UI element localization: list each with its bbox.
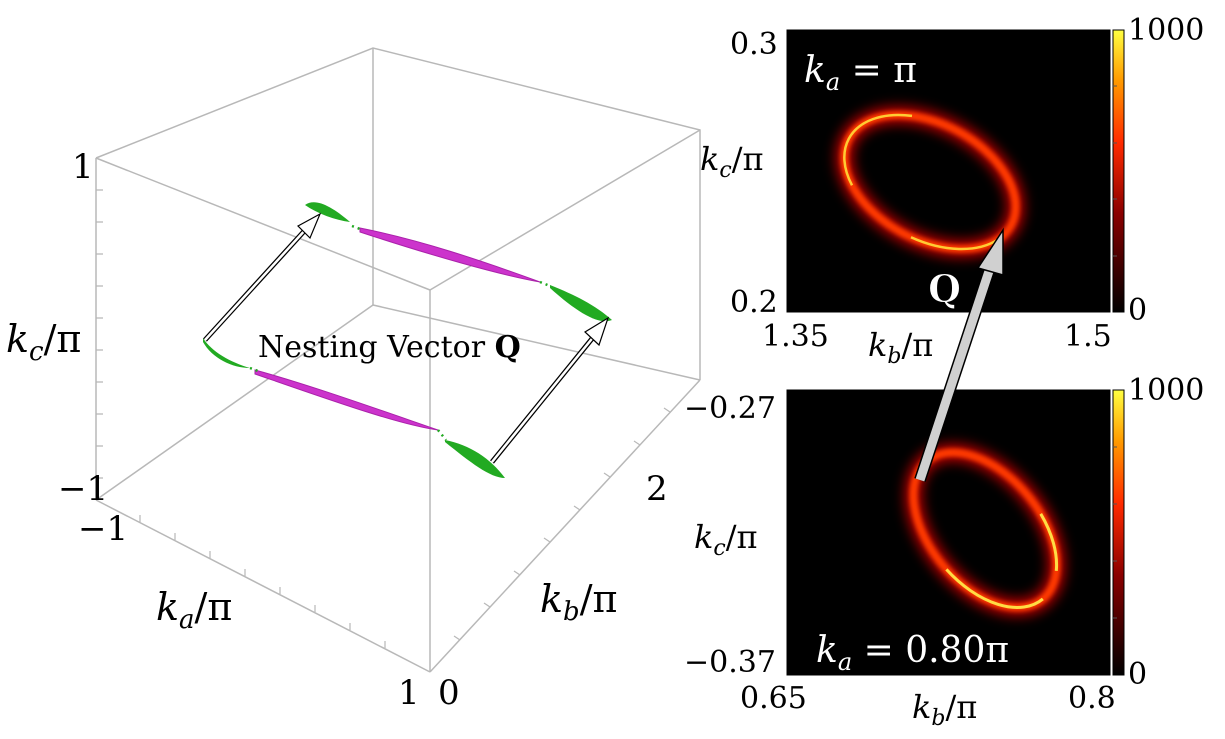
pocket-green-bottom-right — [445, 440, 505, 478]
colorbar-bottom-min: 0 — [1128, 657, 1147, 692]
cube-back-bottom-left — [95, 304, 374, 501]
nesting-arrow-left — [203, 212, 322, 342]
heatmap-bottom-ytick-low: −0.37 — [684, 645, 776, 680]
connector-q-label: Q — [928, 266, 961, 311]
heatmap-top-ylabel: kc/π — [700, 140, 764, 183]
pocket-bottom-magenta — [254, 369, 439, 431]
heatmap-top-xtick-high: 1.5 — [1064, 319, 1112, 354]
ka-tick-right: 1 — [398, 673, 420, 713]
colorbar-bottom — [1112, 389, 1125, 676]
cube-bottom-front-right — [429, 379, 701, 673]
cube-kb-label: kb/π — [540, 577, 617, 627]
heatmap-bottom-ylabel: kc/π — [694, 518, 758, 561]
colorbar-bottom-ticks — [1113, 446, 1117, 619]
pocket-green-top-left — [305, 202, 350, 222]
heatmap-bottom: ka = 0.80π 1000 0 −0.27 −0.37 0.65 0.8 k… — [684, 373, 1204, 731]
connector-arrow-q — [914, 227, 1004, 482]
heatmap-top-ytick-high: 0.3 — [730, 27, 778, 62]
colorbar-top — [1112, 29, 1125, 313]
nesting-vector-label: Nesting Vector Q — [258, 330, 521, 365]
kc-tick-top: 1 — [72, 147, 94, 187]
heatmap-bottom-panel-label: ka = 0.80π — [816, 630, 1009, 676]
colorbar-top-ticks — [1113, 85, 1117, 257]
heatmap-bottom-xlabel: kb/π — [912, 688, 977, 731]
kb-tick-high: 2 — [646, 469, 668, 509]
nesting-arrow-right — [490, 316, 610, 464]
pocket-top-magenta — [359, 227, 541, 283]
pocket-green-mid-left — [203, 338, 250, 368]
heatmap-bottom-ytick-high: −0.27 — [684, 391, 776, 426]
cube-top-front-left — [95, 157, 431, 291]
heatmap-bottom-xtick-low: 0.65 — [740, 681, 807, 716]
fermi-surface — [203, 202, 612, 478]
cube-back-bottom-right — [372, 304, 701, 381]
cube-back-edges — [95, 47, 701, 380]
heatmap-top-ytick-low: 0.2 — [730, 285, 778, 320]
cube-ka-label: ka/π — [156, 585, 232, 635]
heatmap-top-ring — [835, 106, 1025, 258]
heatmap-top-xlabel: kb/π — [868, 326, 933, 369]
nesting-arrows — [203, 212, 610, 464]
colorbar-top-max: 1000 — [1128, 13, 1204, 48]
heatmap-top-panel-label: ka = π — [804, 50, 917, 96]
cube-ticks — [96, 189, 671, 648]
heatmap-top: ka = π 1000 0 0.3 0.2 1.35 1.5 kc/π kb/π — [700, 13, 1204, 369]
heatmap-bottom-xtick-high: 0.8 — [1068, 681, 1116, 716]
cube-bottom-front-left — [95, 499, 431, 673]
ka-tick-left: −1 — [78, 509, 128, 549]
colorbar-bottom-max: 1000 — [1128, 373, 1204, 408]
kb-tick-low: 0 — [438, 673, 460, 713]
pocket-green-top-right — [550, 285, 612, 322]
kc-tick-bottom: −1 — [58, 469, 108, 509]
colorbar-top-min: 0 — [1128, 293, 1147, 328]
heatmap-top-xtick-low: 1.35 — [762, 319, 829, 354]
cube-kc-label: kc/π — [6, 317, 81, 367]
